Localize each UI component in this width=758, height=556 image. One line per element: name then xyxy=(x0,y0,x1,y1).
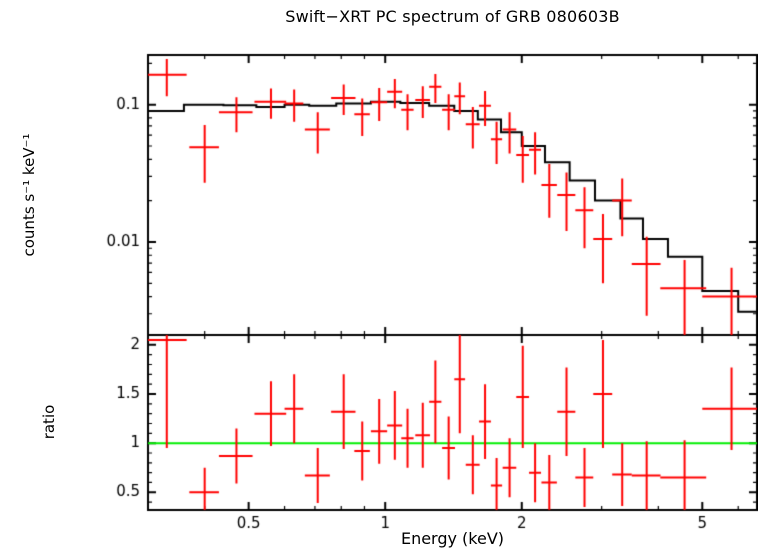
energy-axis-label: Energy (keV) xyxy=(400,529,505,548)
chart-title: Swift−XRT PC spectrum of GRB 080603B xyxy=(285,7,620,26)
ratio-axis-label: ratio xyxy=(40,404,58,440)
counts-axis-label: counts s⁻¹ keV⁻¹ xyxy=(20,133,38,257)
